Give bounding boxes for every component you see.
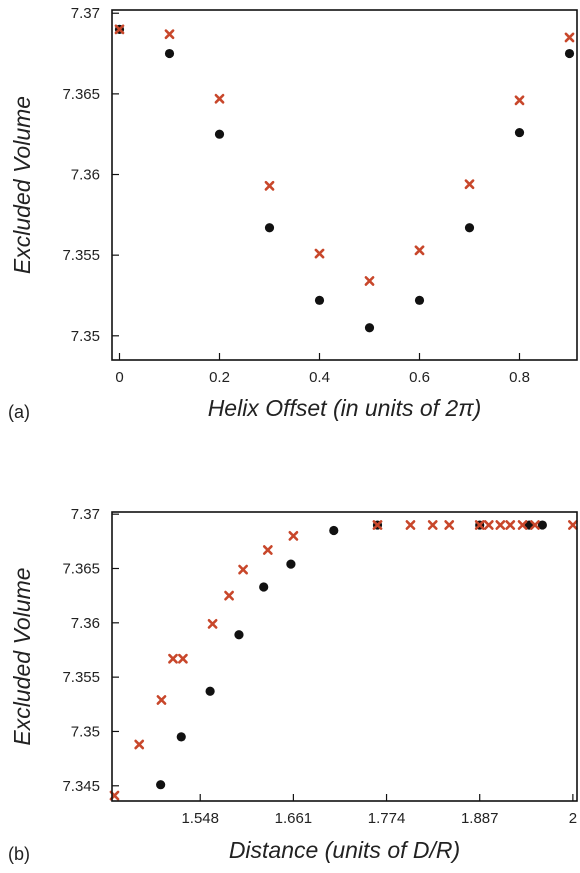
- y-tick-label: 7.345: [62, 778, 100, 795]
- data-point-cross: [444, 520, 455, 530]
- panel-a-y-axis-title: Excluded Volume: [9, 96, 35, 274]
- data-point-cross: [372, 520, 383, 530]
- x-tick-label: 0.8: [509, 369, 530, 386]
- data-point-circle: [264, 223, 275, 233]
- data-point-cross: [178, 653, 188, 664]
- x-tick-label: 1.661: [275, 810, 313, 827]
- data-point-cross: [164, 29, 175, 40]
- data-point-cross: [314, 248, 325, 259]
- data-point-cross: [288, 531, 299, 541]
- data-point-cross: [134, 739, 145, 750]
- data-point-circle: [464, 223, 475, 233]
- panel-b-x-axis-title: Distance (units of D/R): [229, 837, 460, 863]
- data-point-circle: [329, 525, 339, 536]
- data-point-cross: [483, 520, 494, 530]
- data-point-cross: [464, 179, 475, 190]
- panel-b-y-axis-title: Excluded Volume: [9, 567, 35, 745]
- data-point-cross: [495, 520, 506, 530]
- y-tick-label: 7.36: [71, 615, 100, 632]
- y-tick-label: 7.37: [71, 5, 100, 22]
- x-tick-label: 0: [115, 369, 123, 386]
- data-point-cross: [405, 520, 416, 530]
- data-point-circle: [176, 732, 186, 742]
- data-point-cross: [414, 245, 425, 256]
- data-point-cross: [168, 653, 178, 664]
- data-point-cross: [364, 276, 375, 286]
- data-point-cross: [517, 520, 528, 530]
- panel-b-marks: [109, 520, 578, 801]
- data-point-circle: [214, 129, 225, 139]
- y-tick-label: 7.355: [62, 247, 100, 264]
- panel-b-ticks: 1.548 1.661 1.774 1.887 2 7.37 7.365 7.36 7.355 7…: [62, 506, 577, 827]
- x-tick-label: 0.6: [409, 369, 430, 386]
- data-point-circle: [514, 127, 525, 138]
- data-point-cross: [514, 95, 525, 106]
- panel-a: 0 0.2 0.4 0.6 0.8 7.37 7.365 7.36 7.355 7.35 Excl…: [8, 5, 578, 422]
- panel-a-x-axis-title: Helix Offset (in units of 2π): [208, 395, 482, 421]
- y-tick-label: 7.365: [62, 560, 100, 577]
- data-point-circle: [164, 48, 175, 59]
- panel-b: 1.548 1.661 1.774 1.887 2 7.37 7.365 7.36 7.355 7…: [8, 506, 578, 864]
- data-point-cross: [264, 180, 275, 191]
- panel-a-label: (a): [8, 402, 30, 422]
- panel-a-ticks: 0 0.2 0.4 0.6 0.8 7.37 7.365 7.36 7.355 7.35: [62, 5, 529, 386]
- x-tick-label: 2: [569, 810, 577, 827]
- y-tick-label: 7.35: [71, 723, 100, 740]
- data-point-circle: [537, 520, 547, 530]
- data-point-cross: [207, 619, 218, 629]
- data-point-cross: [530, 520, 540, 530]
- x-tick-label: 1.774: [368, 810, 406, 827]
- panel-a-plot-frame: [111, 9, 578, 361]
- data-point-cross: [114, 24, 125, 35]
- x-tick-label: 1.548: [181, 810, 219, 827]
- data-point-circle: [156, 780, 166, 790]
- data-point-circle: [259, 582, 269, 592]
- data-point-cross: [564, 32, 575, 43]
- data-point-circle: [564, 48, 575, 59]
- panel-b-label: (b): [8, 844, 30, 864]
- data-point-circle: [205, 686, 215, 696]
- data-point-cross: [238, 564, 248, 575]
- x-tick-label: 0.4: [309, 369, 330, 386]
- panel-a-marks: [114, 24, 575, 333]
- data-point-cross: [427, 520, 438, 530]
- data-point-circle: [314, 295, 325, 305]
- y-tick-label: 7.35: [71, 328, 100, 345]
- y-tick-label: 7.36: [71, 167, 100, 184]
- data-point-cross: [214, 93, 225, 104]
- data-point-cross: [156, 695, 167, 705]
- panel-b-plot-frame: [111, 511, 578, 802]
- data-point-cross: [262, 545, 273, 555]
- data-point-cross: [505, 520, 516, 530]
- y-tick-label: 7.37: [71, 506, 100, 523]
- x-tick-label: 0.2: [209, 369, 230, 386]
- data-point-circle: [234, 630, 244, 640]
- data-point-circle: [286, 559, 296, 569]
- data-point-circle: [364, 323, 375, 333]
- data-point-cross: [224, 590, 234, 601]
- x-tick-label: 1.887: [461, 810, 499, 827]
- data-point-cross: [474, 520, 485, 530]
- y-tick-label: 7.365: [62, 86, 100, 103]
- data-point-cross: [567, 520, 578, 530]
- y-tick-label: 7.355: [62, 669, 100, 686]
- data-point-circle: [414, 295, 425, 305]
